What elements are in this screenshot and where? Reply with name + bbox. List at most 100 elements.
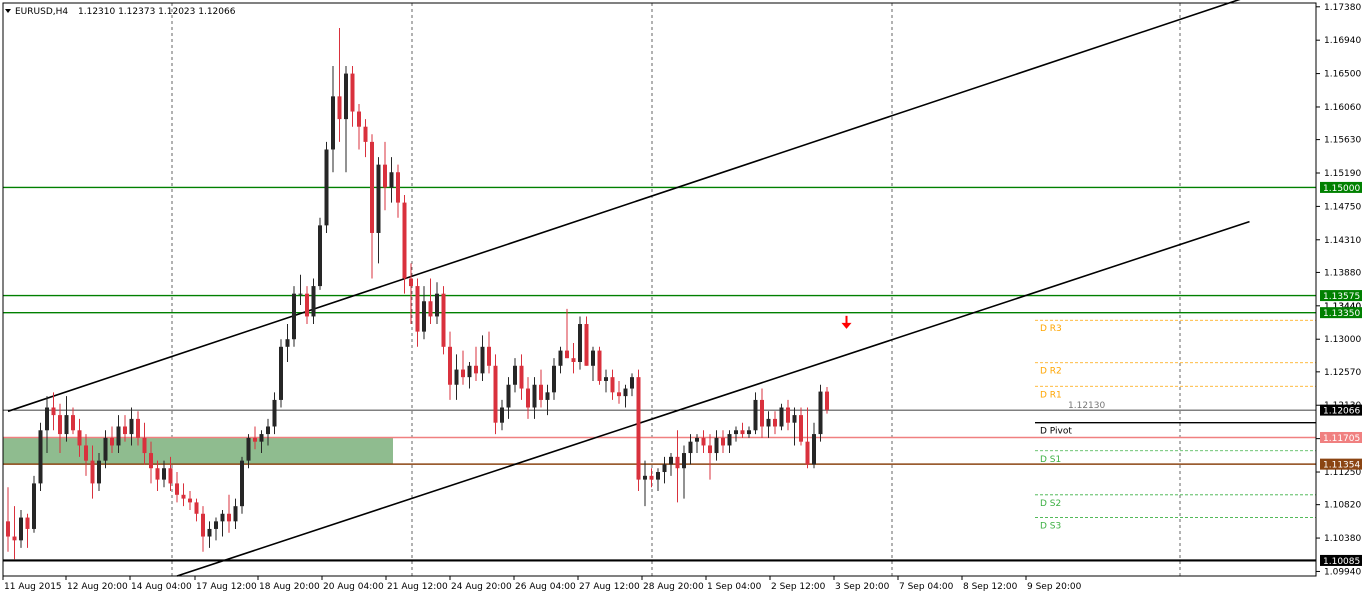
candle-body [604,377,608,381]
plot-frame [2,2,1317,577]
candle-body [376,164,381,233]
level-price-labels: 1.15000 1.13575 1.13350 1.12066 1.11705 1.113… [1320,181,1362,567]
candle-body [155,468,160,480]
candle-body [279,346,283,400]
candle-body [71,415,75,431]
candle-body [805,441,810,465]
candle-body [422,301,426,332]
y-tick-label: 1.10380 [1324,534,1361,544]
candle-body [818,391,823,435]
level-price-tag [1320,431,1362,443]
candle-body [337,96,342,120]
candle-body [363,126,368,142]
candle-body [649,475,654,480]
candle-body [142,437,147,454]
candle-body [539,384,543,400]
y-tick-label: 1.09940 [1324,567,1361,577]
channel-trendline[interactable] [7,0,1250,413]
candle-body [532,384,537,408]
candle-body [214,521,218,529]
candle-body [90,460,95,484]
candle-body [259,434,264,442]
candle-body [454,369,459,385]
candle-body [428,301,433,317]
pivot-label: D R1 [1040,390,1062,400]
y-tick-label: 1.15190 [1324,169,1361,179]
x-tick-label: 11 Aug 2015 [4,582,62,592]
candle-body [383,164,387,188]
candle-body [591,350,595,366]
candle-body [194,502,199,514]
candle-body [402,202,407,279]
candle-body [253,437,257,442]
y-tick-label: 1.14750 [1324,202,1361,212]
candle-body [474,365,478,374]
pivot-label: D R3 [1040,324,1062,334]
x-tick-label: 27 Aug 12:00 [579,582,640,592]
candle-body [97,460,101,484]
candle-body [77,430,82,446]
x-tick-label: 2 Sep 12:00 [771,582,826,592]
candle-body [175,483,179,495]
candle-body [545,392,550,400]
candle-body [123,426,127,435]
trend-channel[interactable] [7,0,1250,577]
candle-body [753,399,758,431]
candle-body [630,377,634,389]
candle-body [32,483,36,529]
y-tick-label: 1.14310 [1324,236,1361,246]
level-price-tag [1320,458,1362,470]
pivot-label: D S2 [1040,499,1061,509]
x-tick-label: 7 Sep 04:00 [899,582,954,592]
candle-body [721,437,725,446]
level-price-label: 1.13575 [1323,292,1360,302]
candle-body [610,377,615,393]
candle-body [441,293,446,347]
y-tick-label: 1.13000 [1324,335,1361,345]
candle-body [58,415,62,435]
candle-body [162,468,166,480]
x-tick-label: 17 Aug 12:00 [196,582,257,592]
candle-body [727,434,732,446]
candle-body [84,445,88,461]
candle-body [623,388,628,397]
y-tick-label: 1.15630 [1324,136,1361,146]
candle-body [500,407,504,423]
level-price-label: 1.11354 [1323,461,1360,471]
candle-body [636,377,641,480]
level-price-tag [1320,554,1362,566]
candle-body [149,453,153,469]
candle-body [747,430,751,435]
ohlc-values: 1.12310 1.12373 1.12023 1.12066 [78,7,236,17]
level-price-label: 1.12066 [1323,407,1360,417]
candle-body [688,441,693,454]
candle-body [350,73,355,112]
candle-body [792,415,797,423]
candle-body [480,346,485,374]
x-tick-label: 14 Aug 04:00 [131,582,192,592]
pivot-label: D Pivot [1040,427,1072,437]
candle-body [168,468,173,484]
candle-body [643,475,647,480]
candle-body [760,399,764,427]
x-tick-label: 24 Aug 20:00 [451,582,512,592]
pivot-label: D S3 [1040,522,1061,532]
y-tick-label: 1.13440 [1324,302,1361,312]
candle-body [435,293,439,317]
candle-body [331,96,335,150]
channel-trendline[interactable] [176,220,1250,577]
level-price-label: 1.15000 [1323,184,1360,194]
support-zone [3,437,393,465]
candle-body [25,517,30,529]
candle-body [571,358,576,362]
candle-body [493,365,498,423]
candle-body [6,521,10,537]
candle-body [701,437,706,446]
x-tick-label: 18 Aug 20:00 [259,582,320,592]
y-tick-label: 1.12570 [1324,368,1361,378]
candle-body [285,339,290,347]
level-price-label: 1.10085 [1323,557,1360,567]
dropdown-triangle-icon[interactable] [5,9,11,13]
